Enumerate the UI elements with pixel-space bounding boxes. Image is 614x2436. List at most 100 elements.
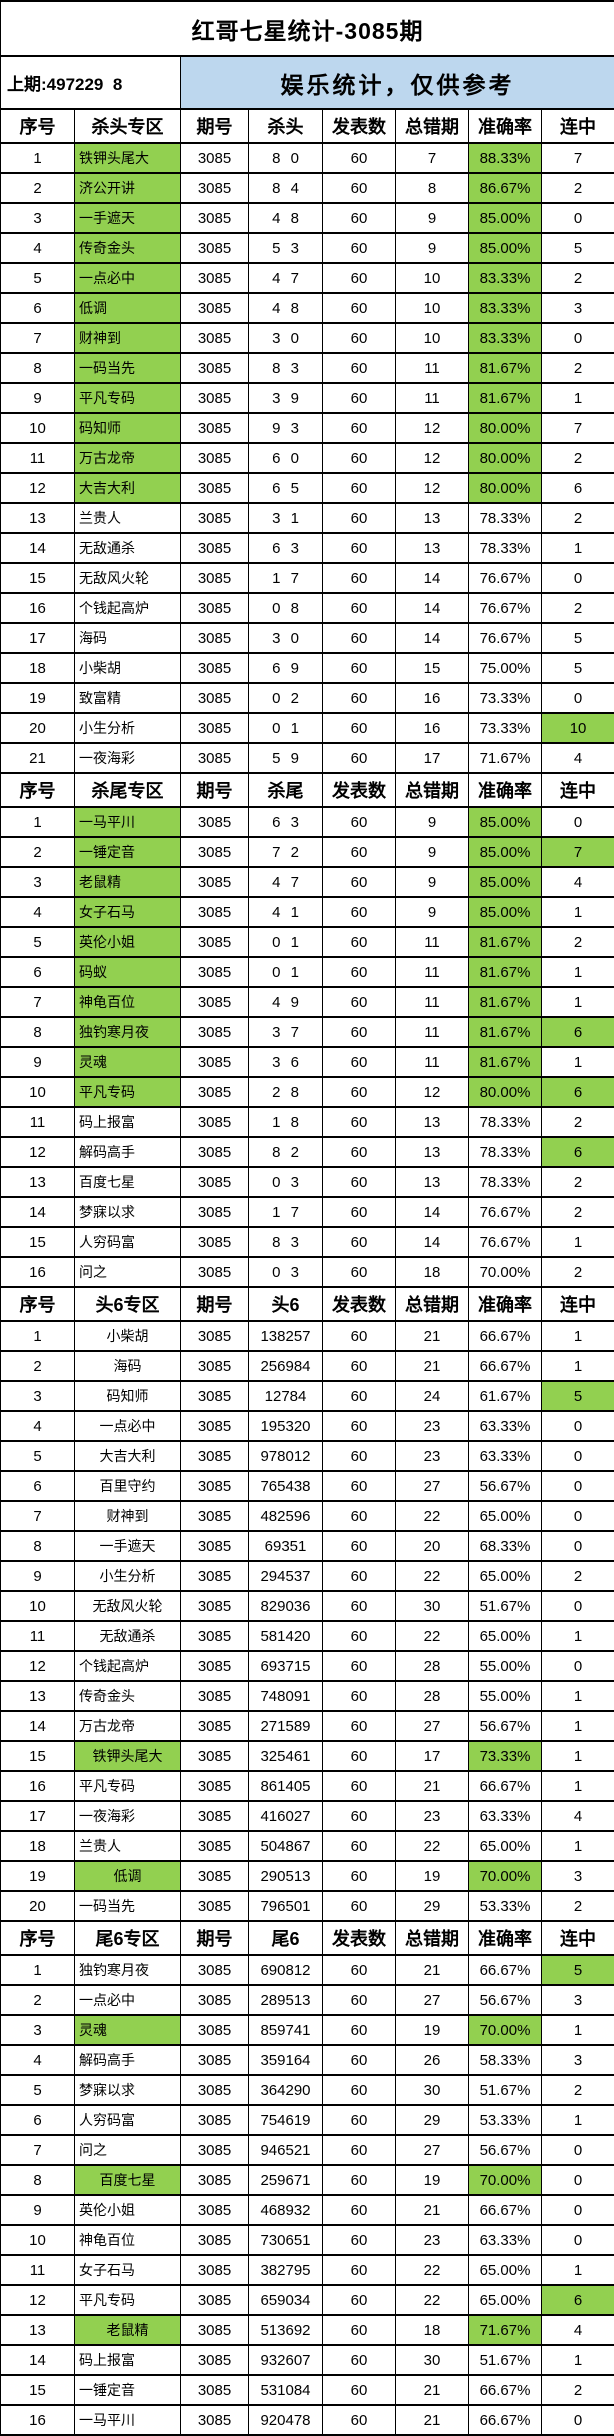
title-row: 红哥七星统计-3085期 xyxy=(1,1,614,56)
cell-published: 60 xyxy=(323,1047,396,1077)
cell-value: 690812 xyxy=(249,1955,323,1985)
cell-errors: 9 xyxy=(396,897,469,927)
cell-value: 12784 xyxy=(249,1381,323,1411)
cell-value: 416027 xyxy=(249,1801,323,1831)
cell-zone-name: 传奇金头 xyxy=(75,233,181,263)
cell-value: 290513 xyxy=(249,1861,323,1891)
cell-zone-name: 灵魂 xyxy=(75,2015,181,2045)
header-errors: 总错期 xyxy=(396,1287,469,1321)
cell-errors: 10 xyxy=(396,323,469,353)
cell-accuracy: 71.67% xyxy=(469,2315,542,2345)
cell-issue: 3085 xyxy=(181,1017,249,1047)
cell-index: 6 xyxy=(1,957,75,987)
cell-published: 60 xyxy=(323,563,396,593)
cell-streak: 4 xyxy=(542,867,614,897)
cell-zone-name: 老鼠精 xyxy=(75,2315,181,2345)
cell-zone-name: 财神到 xyxy=(75,323,181,353)
cell-value: 6 3 xyxy=(249,533,323,563)
cell-accuracy: 86.67% xyxy=(469,173,542,203)
cell-index: 3 xyxy=(1,2015,75,2045)
cell-zone-name: 一夜海彩 xyxy=(75,743,181,773)
cell-streak: 1 xyxy=(542,2015,614,2045)
cell-zone-name: 一马平川 xyxy=(75,807,181,837)
cell-streak: 1 xyxy=(542,1711,614,1741)
cell-accuracy: 58.33% xyxy=(469,2045,542,2075)
cell-value: 4 7 xyxy=(249,867,323,897)
cell-errors: 12 xyxy=(396,443,469,473)
cell-streak: 2 xyxy=(542,1891,614,1921)
cell-zone-name: 灵魂 xyxy=(75,1047,181,1077)
cell-issue: 3085 xyxy=(181,1621,249,1651)
cell-issue: 3085 xyxy=(181,1381,249,1411)
cell-value: 8 3 xyxy=(249,1227,323,1257)
cell-errors: 7 xyxy=(396,143,469,173)
cell-streak: 1 xyxy=(542,897,614,927)
cell-issue: 3085 xyxy=(181,1047,249,1077)
cell-accuracy: 70.00% xyxy=(469,2015,542,2045)
cell-errors: 14 xyxy=(396,563,469,593)
cell-errors: 21 xyxy=(396,1321,469,1351)
cell-errors: 11 xyxy=(396,1017,469,1047)
header-value: 尾6 xyxy=(249,1921,323,1955)
cell-accuracy: 70.00% xyxy=(469,2165,542,2195)
cell-issue: 3085 xyxy=(181,233,249,263)
cell-issue: 3085 xyxy=(181,1741,249,1771)
cell-index: 17 xyxy=(1,623,75,653)
cell-zone-name: 码上报富 xyxy=(75,1107,181,1137)
cell-index: 13 xyxy=(1,503,75,533)
cell-value: 0 8 xyxy=(249,593,323,623)
cell-index: 1 xyxy=(1,143,75,173)
cell-streak: 3 xyxy=(542,2045,614,2075)
cell-errors: 22 xyxy=(396,1561,469,1591)
cell-value: 581420 xyxy=(249,1621,323,1651)
cell-index: 2 xyxy=(1,1351,75,1381)
cell-zone-name: 女子石马 xyxy=(75,897,181,927)
cell-errors: 30 xyxy=(396,2345,469,2375)
cell-accuracy: 78.33% xyxy=(469,1137,542,1167)
cell-issue: 3085 xyxy=(181,2225,249,2255)
cell-index: 20 xyxy=(1,713,75,743)
cell-streak: 1 xyxy=(542,383,614,413)
cell-streak: 2 xyxy=(542,1561,614,1591)
cell-zone-name: 无敌风火轮 xyxy=(75,1591,181,1621)
cell-value: 0 2 xyxy=(249,683,323,713)
cell-index: 9 xyxy=(1,1047,75,1077)
cell-value: 730651 xyxy=(249,2225,323,2255)
cell-accuracy: 83.33% xyxy=(469,293,542,323)
cell-streak: 0 xyxy=(542,1651,614,1681)
header-published: 发表数 xyxy=(323,1287,396,1321)
cell-value: 754619 xyxy=(249,2105,323,2135)
cell-errors: 29 xyxy=(396,2105,469,2135)
cell-errors: 10 xyxy=(396,293,469,323)
cell-issue: 3085 xyxy=(181,2285,249,2315)
cell-issue: 3085 xyxy=(181,1591,249,1621)
cell-published: 60 xyxy=(323,1411,396,1441)
cell-zone-name: 铁钾头尾大 xyxy=(75,143,181,173)
cell-streak: 2 xyxy=(542,173,614,203)
cell-zone-name: 小生分析 xyxy=(75,713,181,743)
cell-published: 60 xyxy=(323,713,396,743)
cell-issue: 3085 xyxy=(181,2105,249,2135)
cell-streak: 2 xyxy=(542,593,614,623)
header-published: 发表数 xyxy=(323,773,396,807)
cell-accuracy: 51.67% xyxy=(469,1591,542,1621)
cell-index: 14 xyxy=(1,2345,75,2375)
cell-published: 60 xyxy=(323,1621,396,1651)
cell-streak: 1 xyxy=(542,533,614,563)
cell-published: 60 xyxy=(323,293,396,323)
cell-streak: 2 xyxy=(542,2375,614,2405)
cell-accuracy: 78.33% xyxy=(469,533,542,563)
